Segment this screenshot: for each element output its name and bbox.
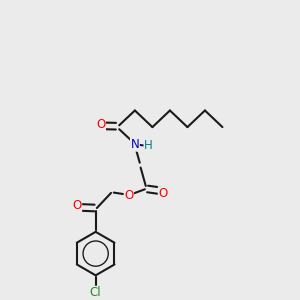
Text: O: O [158, 187, 168, 200]
Text: O: O [124, 189, 134, 202]
Text: N: N [130, 138, 139, 151]
Text: O: O [96, 118, 105, 131]
Text: O: O [72, 199, 82, 212]
Text: H: H [144, 139, 153, 152]
Text: Cl: Cl [90, 286, 101, 299]
